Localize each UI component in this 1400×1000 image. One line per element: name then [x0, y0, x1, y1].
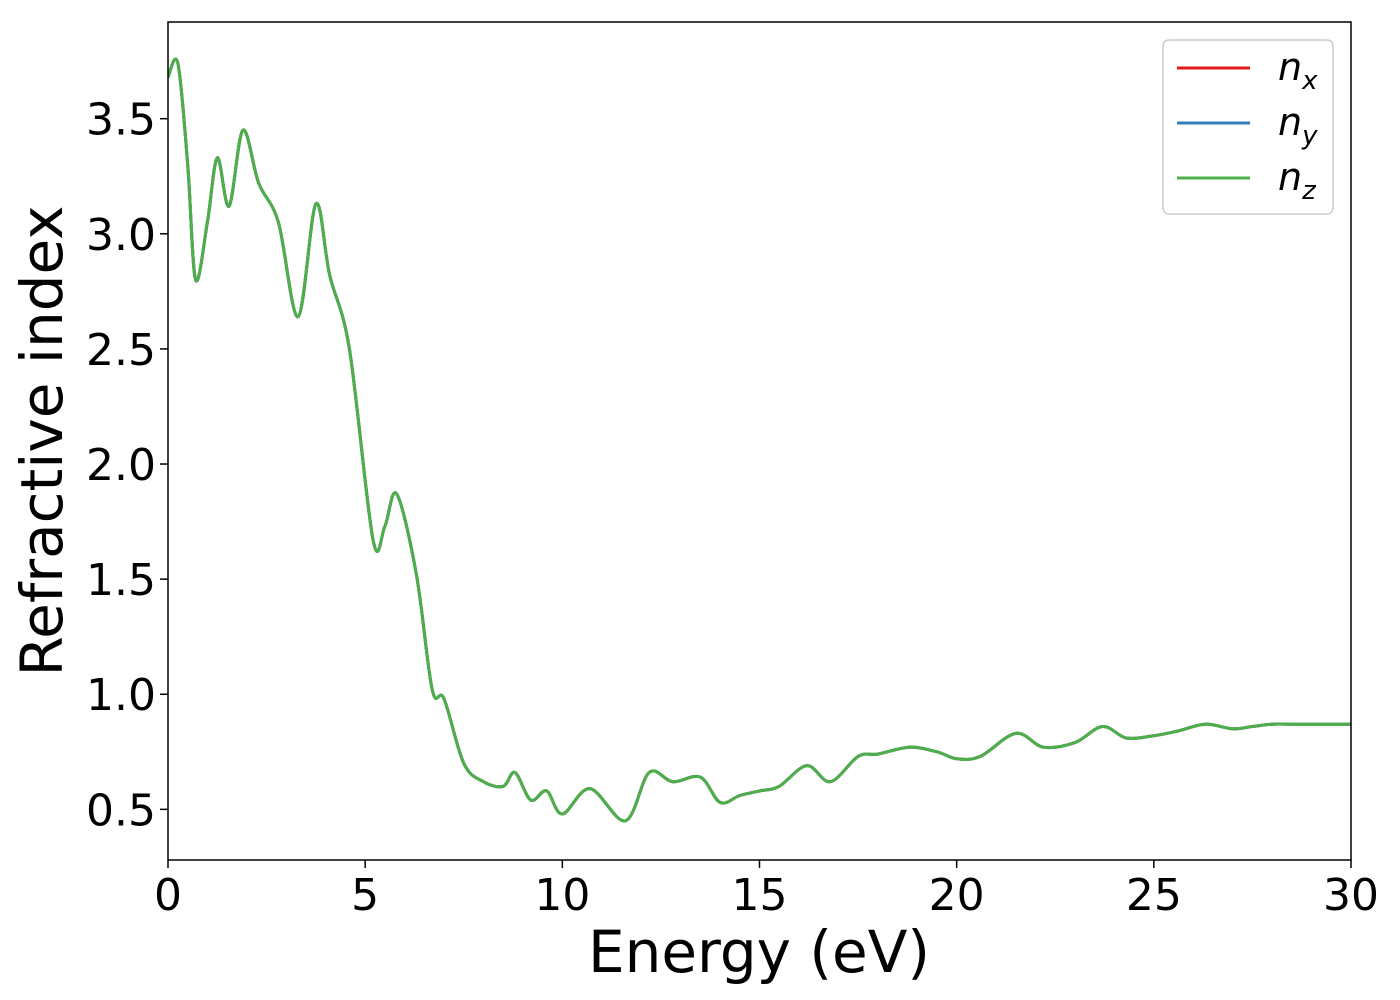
y-tick-label: 0.5 — [86, 785, 156, 836]
legend-label-main: n — [1278, 155, 1302, 199]
x-axis-label: Energy (eV) — [588, 918, 930, 986]
x-tick-label: 15 — [732, 870, 788, 921]
y-tick-label: 2.0 — [86, 440, 156, 491]
y-tick-label: 1.5 — [86, 555, 156, 606]
y-tick-label: 2.5 — [86, 325, 156, 376]
y-tick-label: 3.5 — [86, 95, 156, 146]
x-axis-ticks: 0 5 10 15 20 25 30 — [154, 860, 1379, 921]
x-tick-label: 0 — [154, 870, 182, 921]
legend-label-subscript: x — [1301, 66, 1318, 96]
y-tick-label: 3.0 — [86, 210, 156, 261]
x-tick-label: 30 — [1323, 870, 1379, 921]
series-layer — [168, 57, 1351, 823]
y-axis-label: Refractive index — [8, 205, 76, 676]
x-tick-label: 5 — [351, 870, 379, 921]
series-lines — [168, 57, 1351, 823]
x-tick-label: 25 — [1126, 870, 1182, 921]
legend-label-nx: nx — [1278, 45, 1318, 96]
legend-label-main: n — [1278, 45, 1302, 89]
series-line-nz — [168, 57, 1351, 823]
legend-label-main: n — [1278, 100, 1302, 144]
legend-box — [1162, 39, 1334, 215]
x-tick-label: 20 — [929, 870, 985, 921]
y-axis-ticks: 0.5 1.0 1.5 2.0 2.5 3.0 3.5 — [86, 95, 168, 836]
legend-label-ny: ny — [1278, 100, 1318, 151]
legend-label-subscript: y — [1301, 121, 1318, 151]
x-tick-label: 10 — [534, 870, 590, 921]
legend-label-nz: nz — [1278, 155, 1317, 206]
y-tick-label: 1.0 — [86, 670, 156, 721]
legend-label-subscript: z — [1301, 176, 1317, 206]
